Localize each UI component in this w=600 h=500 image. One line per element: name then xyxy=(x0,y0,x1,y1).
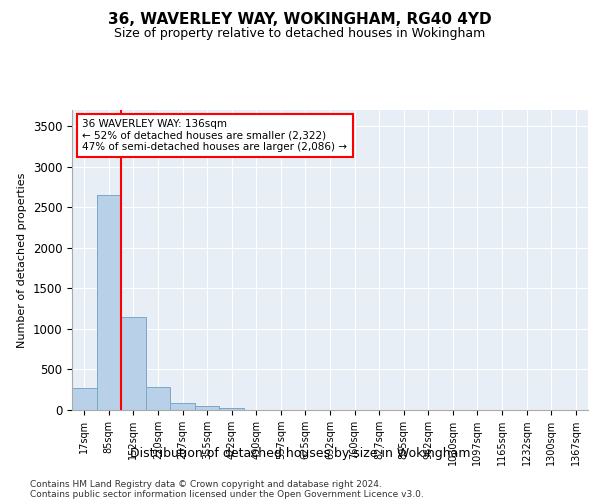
Y-axis label: Number of detached properties: Number of detached properties xyxy=(17,172,27,348)
Bar xyxy=(97,195,121,410)
Text: 36, WAVERLEY WAY, WOKINGHAM, RG40 4YD: 36, WAVERLEY WAY, WOKINGHAM, RG40 4YD xyxy=(108,12,492,28)
Bar xyxy=(121,317,146,410)
Text: Contains public sector information licensed under the Open Government Licence v3: Contains public sector information licen… xyxy=(30,490,424,499)
Bar xyxy=(72,388,97,410)
Bar xyxy=(170,402,195,410)
Text: Contains HM Land Registry data © Crown copyright and database right 2024.: Contains HM Land Registry data © Crown c… xyxy=(30,480,382,489)
Text: Distribution of detached houses by size in Wokingham: Distribution of detached houses by size … xyxy=(130,448,470,460)
Bar xyxy=(146,388,170,410)
Bar xyxy=(220,408,244,410)
Bar xyxy=(195,406,220,410)
Text: Size of property relative to detached houses in Wokingham: Size of property relative to detached ho… xyxy=(115,28,485,40)
Text: 36 WAVERLEY WAY: 136sqm
← 52% of detached houses are smaller (2,322)
47% of semi: 36 WAVERLEY WAY: 136sqm ← 52% of detache… xyxy=(82,119,347,152)
